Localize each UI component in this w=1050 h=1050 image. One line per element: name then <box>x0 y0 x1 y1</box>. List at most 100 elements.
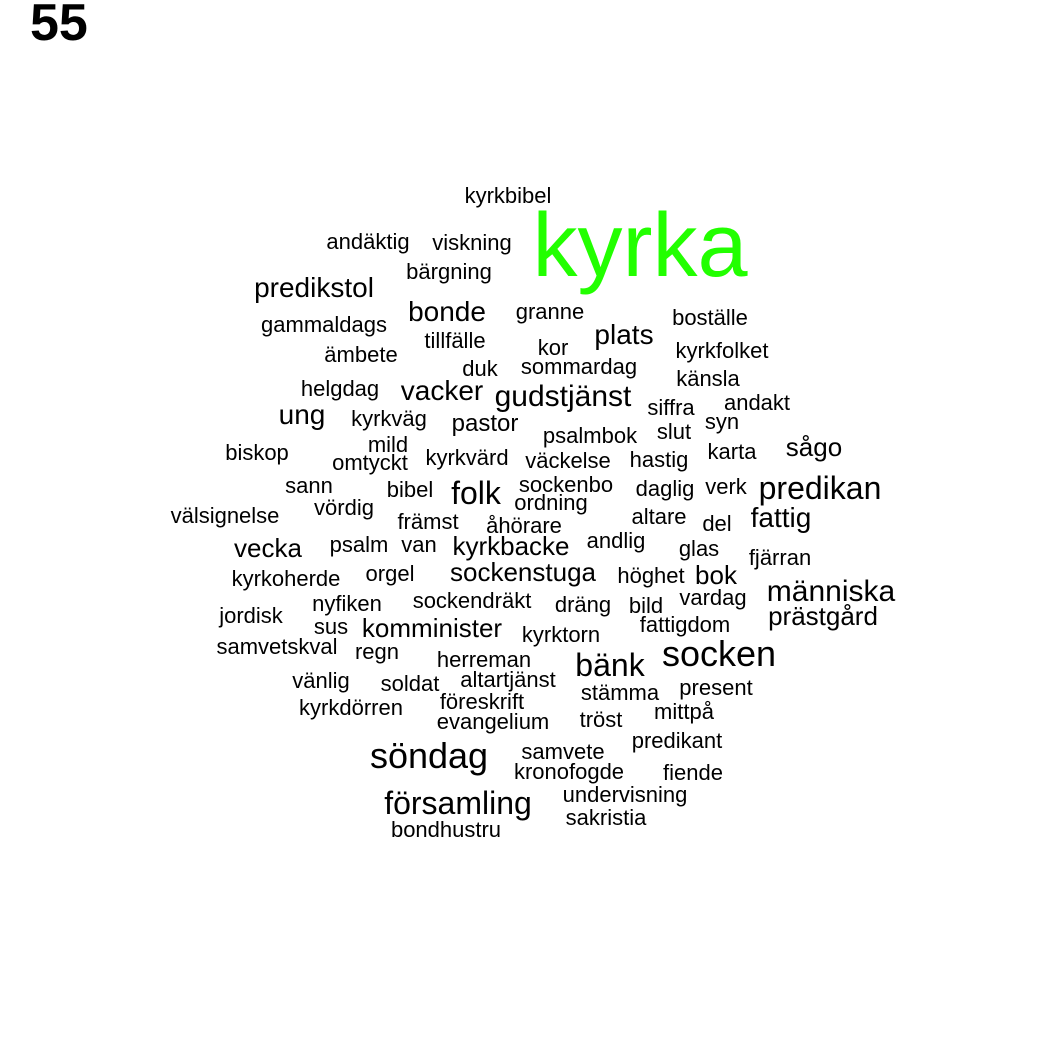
word-vacker: vacker <box>400 375 484 406</box>
word-andaktig: andäktig <box>326 229 410 254</box>
word-altartjanst: altartjänst <box>460 667 556 692</box>
word-viskning: viskning <box>432 230 512 255</box>
word-kyrkdorren: kyrkdörren <box>299 695 403 720</box>
word-ahorare: åhörare <box>486 513 562 538</box>
word-nyfiken: nyfiken <box>312 591 382 616</box>
word-sago: sågo <box>785 432 843 462</box>
word-bibel: bibel <box>386 477 434 502</box>
word-foreskrift: föreskrift <box>439 689 525 714</box>
word-verk: verk <box>705 474 747 499</box>
word-psalmbok: psalmbok <box>542 423 638 448</box>
word-fjarran: fjärran <box>748 545 812 570</box>
word-trost: tröst <box>579 707 623 732</box>
word-kyrkbibel: kyrkbibel <box>464 183 552 208</box>
word-vanlig: vänlig <box>292 668 350 693</box>
word-ambete: ämbete <box>324 342 398 367</box>
word-stamma: stämma <box>580 680 660 705</box>
word-syn: syn <box>704 409 740 434</box>
word-gammaldags: gammaldags <box>261 312 387 337</box>
word-biskop: biskop <box>225 440 289 465</box>
word-mild: mild <box>367 432 409 457</box>
word-gudstjanst: gudstjänst <box>494 380 632 413</box>
word-hastig: hastig <box>629 447 689 472</box>
word-daglig: daglig <box>635 476 695 501</box>
word-folk: folk <box>451 475 501 511</box>
word-sockendrakt: sockendräkt <box>412 588 532 613</box>
word-prastgard: prästgård <box>768 601 878 631</box>
word-sockenstuga: sockenstuga <box>450 557 596 587</box>
word-siffra: siffra <box>647 395 695 420</box>
word-sakristia: sakristia <box>565 805 647 830</box>
word-fattig: fattig <box>750 502 812 533</box>
word-kyrkvard: kyrkvärd <box>425 445 509 470</box>
word-van: van <box>401 532 437 557</box>
word-kyrkfolket: kyrkfolket <box>675 338 769 363</box>
word-pastor: pastor <box>451 410 519 437</box>
word-bonde: bonde <box>408 296 486 327</box>
word-karta: karta <box>707 439 757 464</box>
word-vordig: vördig <box>314 495 374 520</box>
word-glas: glas <box>678 536 720 561</box>
word-bostalle: boställe <box>672 305 748 330</box>
word-samvetskval: samvetskval <box>216 634 338 659</box>
word-sommardag: sommardag <box>520 354 638 379</box>
word-andlig: andlig <box>586 528 646 553</box>
word-kyrka: kyrka <box>532 196 748 296</box>
word-kyrktorn: kyrktorn <box>521 622 601 647</box>
word-vecka: vecka <box>234 533 302 563</box>
word-del: del <box>702 511 732 536</box>
word-valsignelse: välsignelse <box>170 503 280 528</box>
word-forsamling: församling <box>384 785 532 821</box>
word-orgel: orgel <box>365 561 415 586</box>
word-drang: dräng <box>554 592 612 617</box>
word-undervisning: undervisning <box>562 782 688 807</box>
word-bank: bänk <box>575 647 645 683</box>
word-kor: kor <box>537 335 569 360</box>
word-kansla: känsla <box>676 366 740 391</box>
word-sann: sann <box>285 473 333 498</box>
word-predikstol: predikstol <box>254 272 374 303</box>
word-sockenbo: sockenbo <box>518 472 614 497</box>
word-granne: granne <box>515 299 585 324</box>
word-sondag: söndag <box>369 735 489 776</box>
word-helgdag: helgdag <box>300 376 380 401</box>
word-komminister: komminister <box>361 613 503 643</box>
word-bargning: bärgning <box>406 259 492 284</box>
word-tillfalle: tillfälle <box>424 328 486 353</box>
word-andakt: andakt <box>723 390 791 415</box>
word-duk: duk <box>462 356 498 381</box>
word-kronofogde: kronofogde <box>513 759 625 784</box>
word-regn: regn <box>354 639 400 664</box>
word-predikant: predikant <box>631 728 723 753</box>
word-sus: sus <box>313 614 349 639</box>
word-plats: plats <box>594 319 654 350</box>
word-mittpa: mittpå <box>654 699 714 724</box>
word-bondhustru: bondhustru <box>390 817 502 842</box>
word-socken: socken <box>661 633 777 674</box>
word-hoghet: höghet <box>617 563 685 588</box>
word-kyrkbacke: kyrkbacke <box>452 531 570 561</box>
word-herreman: herreman <box>436 647 532 672</box>
word-bok: bok <box>695 560 737 590</box>
page-number: 55 <box>30 0 88 52</box>
word-soldat: soldat <box>380 671 440 696</box>
word-kyrkoherde: kyrkoherde <box>231 566 341 591</box>
word-psalm: psalm <box>329 532 389 557</box>
word-vackelse: väckelse <box>525 448 611 473</box>
word-predikan: predikan <box>758 470 882 506</box>
word-jordisk: jordisk <box>219 603 283 628</box>
word-ordning: ordning <box>514 490 588 515</box>
word-kyrkvag: kyrkväg <box>351 406 427 431</box>
word-omtyckt: omtyckt <box>332 450 408 475</box>
word-vardag: vardag <box>679 585 747 610</box>
word-fiende: fiende <box>663 760 723 785</box>
word-altare: altare <box>631 504 687 529</box>
word-bild: bild <box>628 593 664 618</box>
word-present: present <box>679 675 753 700</box>
word-fattigdom: fattigdom <box>639 612 731 637</box>
word-framst: främst <box>397 509 459 534</box>
word-evangelium: evangelium <box>436 709 550 734</box>
word-slut: slut <box>656 419 692 444</box>
word-manniska: människa <box>766 575 896 608</box>
